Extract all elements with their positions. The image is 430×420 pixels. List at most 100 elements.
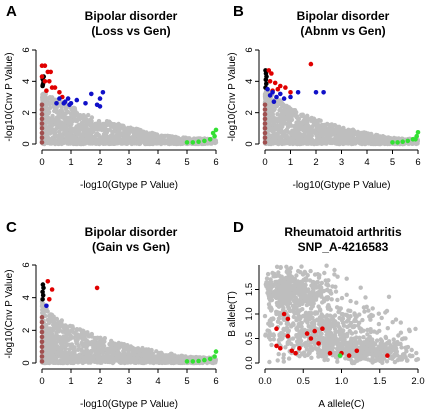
data-point-green	[395, 140, 400, 145]
background-point	[120, 141, 125, 146]
background-point	[264, 276, 270, 281]
x-tick-label: 0	[262, 157, 267, 168]
background-point	[398, 320, 403, 325]
background-point	[339, 133, 345, 138]
x-tick-label: 0	[39, 157, 44, 168]
background-point	[294, 139, 300, 144]
data-point-brown	[39, 121, 45, 126]
data-point-green	[212, 354, 217, 359]
background-point	[109, 338, 114, 344]
background-point	[366, 137, 371, 142]
y-tick-label: 0	[244, 141, 255, 146]
background-point	[97, 343, 102, 348]
background-point	[74, 119, 79, 124]
data-point-brown	[39, 102, 45, 108]
background-point	[140, 347, 145, 353]
background-point	[346, 130, 351, 135]
background-point	[159, 136, 164, 142]
data-point-blue	[83, 101, 88, 106]
data-point-blue	[267, 93, 273, 98]
data-point-green	[190, 359, 196, 364]
background-point	[274, 300, 280, 306]
background-point	[85, 331, 90, 336]
y-tick-label: 2	[21, 328, 32, 333]
data-point-blue	[89, 91, 94, 97]
background-point	[294, 305, 299, 310]
background-point	[274, 264, 280, 269]
data-point-blue	[271, 99, 277, 104]
background-point	[47, 101, 52, 107]
data-point-brown	[39, 329, 45, 335]
background-point	[111, 128, 117, 134]
data-point-brown	[39, 344, 45, 350]
background-point	[92, 359, 97, 364]
background-point	[85, 359, 90, 364]
data-point-brown	[39, 135, 45, 140]
background-point	[63, 323, 68, 328]
background-point	[52, 340, 58, 346]
data-point-green	[413, 137, 418, 142]
background-point	[61, 122, 67, 128]
background-point	[64, 133, 69, 138]
x-axis-label: -log10(Gtype P Value)	[80, 180, 178, 191]
background-point	[282, 295, 287, 300]
background-point	[349, 336, 354, 341]
background-point	[268, 111, 273, 116]
background-point	[44, 344, 50, 349]
background-point	[129, 352, 134, 357]
data-point-blue	[54, 101, 59, 106]
background-point	[50, 123, 55, 128]
data-point-brown	[262, 126, 268, 131]
data-point-brown	[39, 359, 45, 364]
background-point	[277, 273, 282, 279]
background-point	[293, 131, 299, 137]
data-point-brown	[39, 140, 45, 145]
background-point	[97, 127, 102, 132]
background-point	[278, 278, 283, 283]
background-point	[361, 335, 366, 340]
background-point	[115, 137, 120, 142]
background-point	[65, 117, 70, 122]
data-point-brown	[39, 126, 45, 131]
background-point	[155, 357, 160, 362]
background-point	[122, 359, 127, 364]
background-point	[58, 340, 63, 345]
background-point	[51, 346, 56, 351]
background-point	[70, 325, 75, 330]
data-point-green	[202, 138, 207, 144]
data-point-green	[202, 357, 207, 363]
background-point	[266, 107, 272, 113]
data-point-red	[42, 79, 48, 84]
background-point	[47, 137, 52, 142]
x-tick-label: 3	[339, 157, 344, 168]
background-point	[160, 356, 166, 361]
background-point	[58, 126, 64, 131]
x-axis-label: -log10(Gtype P Value)	[292, 180, 390, 191]
background-point	[56, 116, 61, 121]
background-point	[119, 137, 125, 143]
background-point	[267, 139, 273, 144]
background-point	[54, 316, 60, 322]
background-point	[105, 122, 110, 128]
background-point	[49, 118, 54, 124]
background-point	[297, 121, 303, 127]
data-point-brown	[39, 107, 45, 112]
background-point	[119, 342, 124, 347]
background-point	[85, 341, 90, 347]
background-point	[68, 120, 74, 126]
background-point	[57, 120, 62, 125]
background-point	[54, 134, 60, 139]
background-point	[314, 139, 319, 145]
background-point	[283, 275, 289, 281]
background-point	[339, 295, 345, 301]
background-point	[286, 356, 292, 361]
background-point	[82, 138, 88, 143]
background-point	[344, 292, 349, 297]
background-point	[279, 138, 285, 143]
background-point	[298, 288, 303, 293]
background-point	[68, 329, 73, 334]
background-point	[344, 276, 349, 281]
background-point	[51, 319, 57, 325]
background-point	[113, 346, 119, 351]
x-tick-label: 3	[126, 376, 131, 387]
